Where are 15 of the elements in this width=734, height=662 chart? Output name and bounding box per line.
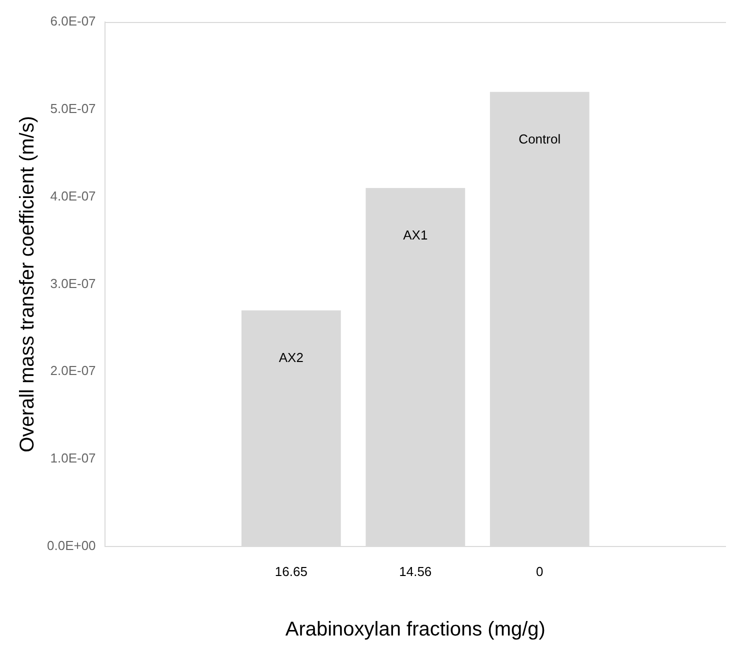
- annotation: AX2: [278, 350, 304, 365]
- annotation: AX1: [403, 228, 428, 243]
- x-tick-label: 0: [536, 564, 544, 579]
- y-tick-label: 2.0E-07: [50, 363, 96, 378]
- y-tick-label: 3.0E-07: [50, 276, 96, 291]
- x-axis-title: Arabinoxylan fractions (mg/g): [285, 618, 546, 641]
- y-tick-label: 6.0E-07: [50, 14, 96, 29]
- y-tick-label: 5.0E-07: [50, 100, 96, 116]
- x-tick-label: 14.56: [399, 564, 432, 579]
- y-tick-label: 0.0E+00: [47, 538, 96, 553]
- y-axis-title: Overall mass transfer coefficient (m/s): [16, 116, 39, 452]
- y-tick-label: 4.0E-07: [50, 188, 96, 204]
- x-tick-label: 16.65: [274, 564, 308, 579]
- annotation: Control: [518, 132, 561, 146]
- y-tick-label: 1.0E-07: [50, 450, 96, 466]
